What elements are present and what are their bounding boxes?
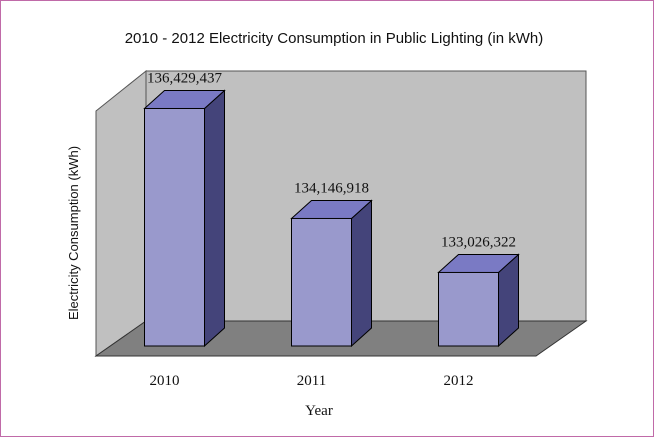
chart-title: 2010 - 2012 Electricity Consumption in P… bbox=[125, 30, 544, 47]
chart-side-wall bbox=[95, 69, 147, 357]
data-label-2012: 133,026,322 bbox=[441, 234, 516, 250]
bar-2011 bbox=[290, 199, 373, 348]
x-tick-label-2010: 2010 bbox=[150, 373, 180, 389]
bar-front-2010 bbox=[144, 107, 205, 347]
x-axis-title: Year bbox=[305, 403, 333, 419]
y-axis-title: Electricity Consumption (kWh) bbox=[66, 146, 81, 320]
bar-2010 bbox=[143, 89, 226, 348]
bars-layer: 136,429,437 2010 134,146,918 2011 133,026,32… bbox=[143, 70, 520, 389]
bar-front-2012 bbox=[438, 271, 499, 347]
bar-2012 bbox=[437, 253, 520, 348]
data-label-2010: 136,429,437 bbox=[147, 70, 223, 86]
x-tick-label-2012: 2012 bbox=[444, 373, 474, 389]
data-label-2011: 134,146,918 bbox=[294, 180, 369, 196]
bar-side-2010 bbox=[204, 89, 225, 348]
bar-front-2011 bbox=[291, 217, 352, 347]
bar-side-2011 bbox=[351, 199, 372, 348]
x-tick-label-2011: 2011 bbox=[297, 373, 326, 389]
